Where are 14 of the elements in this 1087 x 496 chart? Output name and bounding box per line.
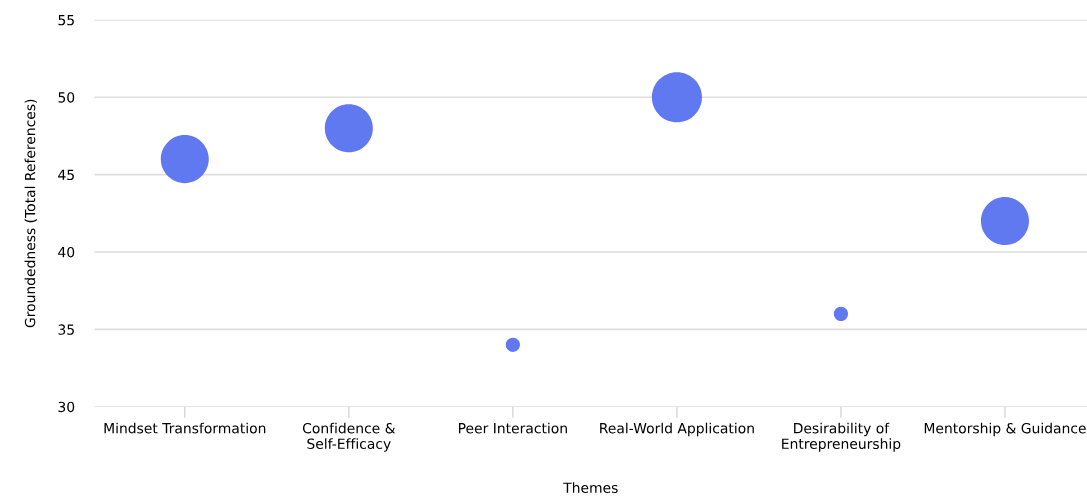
x-axis-title: Themes	[563, 482, 618, 493]
y-axis-title: Groundedness (Total References)	[24, 99, 37, 328]
x-tick-label: Mentorship & Guidance	[924, 422, 1086, 437]
y-tick-label: 45	[58, 169, 74, 181]
x-tick-label: Desirability of Entrepreneurship	[782, 422, 901, 452]
x-tick-label: Peer Interaction	[459, 422, 567, 434]
y-tick-label: 40	[58, 246, 75, 258]
y-tick-label: 30	[58, 401, 75, 413]
y-tick-label: 35	[58, 324, 74, 335]
x-tick-label: Confidence & Self-Efficacy	[302, 422, 396, 452]
x-tick-label: Real-World Application	[600, 422, 754, 437]
y-tick-label: 55	[58, 14, 74, 26]
y-tick-label: 50	[58, 92, 75, 103]
x-tick-label: Mindset Transformation	[104, 422, 266, 434]
